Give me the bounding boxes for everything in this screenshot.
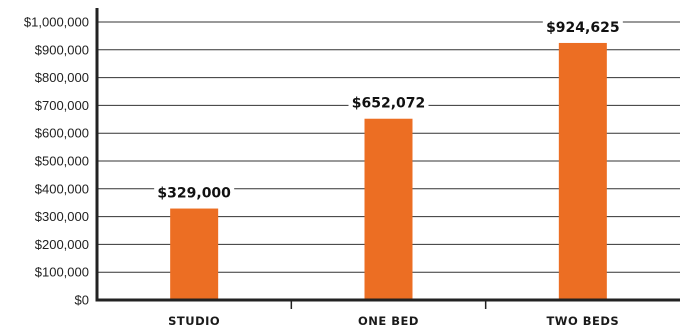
category-label: ONE BED bbox=[358, 314, 419, 328]
y-tick-label: $300,000 bbox=[35, 209, 89, 224]
data-label: $652,072 bbox=[352, 96, 426, 112]
y-tick-label: $800,000 bbox=[35, 70, 89, 85]
y-tick-label: $200,000 bbox=[35, 237, 89, 252]
bar-studio bbox=[170, 208, 219, 300]
data-label: $924,625 bbox=[546, 20, 620, 36]
y-tick-label: $700,000 bbox=[35, 98, 89, 113]
x-axis-tick-marks bbox=[290, 300, 487, 309]
data-label-background bbox=[542, 18, 623, 37]
category-label: STUDIO bbox=[168, 314, 220, 328]
y-tick-label: $500,000 bbox=[35, 154, 89, 169]
y-tick-label: $100,000 bbox=[35, 265, 89, 280]
data-labels: $329,000 $652,072 $924,625 bbox=[154, 18, 623, 203]
data-label-background bbox=[154, 184, 235, 203]
y-tick-label: $1,000,000 bbox=[24, 15, 89, 30]
axes bbox=[95, 8, 680, 302]
y-tick-label: $600,000 bbox=[35, 126, 89, 141]
bars bbox=[170, 42, 607, 300]
y-axis-tick-labels: $0 $100,000 $200,000 $300,000 $400,000 $500,0… bbox=[24, 15, 89, 308]
y-tick-label: $0 bbox=[75, 293, 89, 308]
y-tick-label: $900,000 bbox=[35, 42, 89, 57]
bar-two-beds bbox=[558, 42, 607, 300]
category-label: TWO BEDS bbox=[546, 314, 619, 328]
y-tick-label: $400,000 bbox=[35, 181, 89, 196]
x-axis-category-labels: STUDIO ONE BED TWO BEDS bbox=[168, 314, 619, 328]
bar-one-bed bbox=[364, 118, 413, 300]
data-label-background bbox=[348, 94, 429, 113]
data-label: $329,000 bbox=[157, 186, 231, 202]
